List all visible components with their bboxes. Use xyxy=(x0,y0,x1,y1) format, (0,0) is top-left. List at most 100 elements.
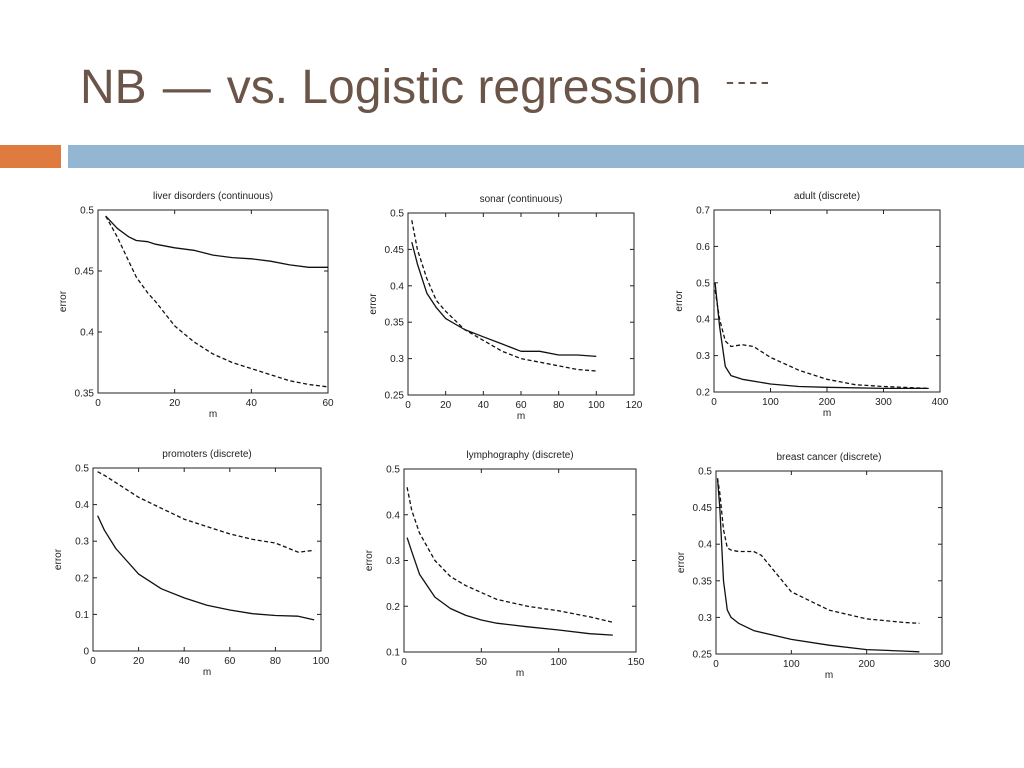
y-axis-label: error xyxy=(676,551,687,573)
series-line-dashed xyxy=(105,215,329,388)
y-tick-label: 0.25 xyxy=(693,650,713,661)
y-tick-label: 0.1 xyxy=(75,610,89,621)
x-axis-label: m xyxy=(825,670,833,681)
y-tick-label: 0.5 xyxy=(75,464,89,475)
y-tick-label: 0.4 xyxy=(390,281,404,292)
x-tick-label: 40 xyxy=(179,656,191,667)
x-axis-label: m xyxy=(209,409,217,420)
x-tick-label: 40 xyxy=(246,398,258,409)
y-tick-label: 0.3 xyxy=(696,351,710,362)
series-line-dashed xyxy=(406,487,613,623)
y-tick-label: 0.4 xyxy=(386,510,400,521)
plot-frame xyxy=(713,209,941,393)
series-line-dashed xyxy=(714,290,929,390)
y-axis-label: error xyxy=(368,293,379,315)
accent-bar-blue xyxy=(68,145,1024,168)
series-line-solid xyxy=(714,282,929,390)
y-tick-label: 0.35 xyxy=(693,576,713,587)
chart-svg: lymphography (discrete) 0 50 100 150 0.1 0.2 0.… xyxy=(364,450,645,679)
chart-title: promoters (discrete) xyxy=(162,449,251,460)
chart-title: lymphography (discrete) xyxy=(466,450,573,461)
x-axis-label: m xyxy=(517,411,525,422)
chart-breast-cancer: breast cancer (discrete) 0 100 200 300 0.25 0.… xyxy=(672,447,972,687)
x-tick-label: 300 xyxy=(934,659,951,670)
x-tick-label: 20 xyxy=(133,656,145,667)
x-tick-label: 400 xyxy=(932,397,949,408)
chart-title: breast cancer (discrete) xyxy=(776,452,881,463)
y-tick-label: 0.45 xyxy=(693,503,713,514)
x-tick-label: 100 xyxy=(313,656,330,667)
y-tick-label: 0.35 xyxy=(75,389,95,400)
y-tick-label: 0.45 xyxy=(385,245,405,256)
x-tick-label: 0 xyxy=(95,398,101,409)
y-axis-label: error xyxy=(674,290,685,312)
plot-frame xyxy=(92,467,322,652)
accent-bar-orange xyxy=(0,145,61,168)
y-tick-label: 0.4 xyxy=(80,328,94,339)
x-tick-label: 40 xyxy=(478,400,490,411)
x-tick-label: 50 xyxy=(476,657,488,668)
series-line-solid xyxy=(716,478,920,653)
x-axis-label: m xyxy=(823,408,831,419)
x-tick-label: 100 xyxy=(588,400,605,411)
chart-svg: breast cancer (discrete) 0 100 200 300 0.25 0.… xyxy=(676,452,951,681)
title-text: vs. Logistic regression xyxy=(226,60,702,114)
y-axis-label: error xyxy=(53,548,64,570)
chart-title: sonar (continuous) xyxy=(480,194,563,205)
y-axis-label: error xyxy=(364,549,375,571)
plot-frame xyxy=(715,470,943,655)
x-tick-label: 120 xyxy=(626,400,643,411)
x-tick-label: 0 xyxy=(713,659,719,670)
y-tick-label: 0.5 xyxy=(696,278,710,289)
chart-promoters: promoters (discrete) 0 20 40 60 80 100 0 0.1 0.2 0… xyxy=(44,442,344,682)
chart-title: adult (discrete) xyxy=(794,191,860,202)
x-tick-label: 100 xyxy=(550,657,567,668)
chart-svg: sonar (continuous) 0 20 40 60 80 100 120 0.25 0.3… xyxy=(368,194,643,422)
slide-title: NB — vs. Logistic regression ---- xyxy=(80,52,772,122)
y-tick-label: 0.2 xyxy=(696,388,710,399)
y-tick-label: 0.5 xyxy=(386,465,400,476)
chart-svg: liver disorders (continuous) 0 20 40 60 0.35 0… xyxy=(58,191,334,420)
y-tick-label: 0.4 xyxy=(696,315,710,326)
x-tick-label: 0 xyxy=(401,657,407,668)
x-tick-label: 0 xyxy=(90,656,96,667)
x-tick-label: 80 xyxy=(270,656,282,667)
series-line-dashed xyxy=(97,471,315,553)
y-tick-label: 0.35 xyxy=(385,318,405,329)
x-tick-label: 300 xyxy=(875,397,892,408)
chart-sonar: sonar (continuous) 0 20 40 60 80 100 120 0.25 0.3… xyxy=(360,186,660,426)
chart-svg: promoters (discrete) 0 20 40 60 80 100 0 0.1 0.2 0… xyxy=(53,449,330,678)
y-tick-label: 0.3 xyxy=(698,613,712,624)
series-line-solid xyxy=(105,215,328,268)
x-tick-label: 100 xyxy=(783,659,800,670)
x-tick-label: 20 xyxy=(440,400,452,411)
x-tick-label: 80 xyxy=(553,400,565,411)
y-tick-label: 0.3 xyxy=(386,556,400,567)
series-line-dashed xyxy=(716,478,920,624)
y-tick-label: 0.7 xyxy=(696,206,710,217)
y-tick-label: 0.4 xyxy=(75,500,89,511)
y-tick-label: 0.5 xyxy=(390,209,404,220)
title-nb: NB xyxy=(80,60,147,114)
x-axis-label: m xyxy=(203,667,211,678)
series-line-solid xyxy=(411,241,597,358)
y-tick-label: 0.4 xyxy=(698,540,712,551)
y-tick-label: 0.3 xyxy=(75,537,89,548)
y-tick-label: 0.25 xyxy=(385,391,405,402)
x-tick-label: 60 xyxy=(224,656,236,667)
chart-liver-disorders: liver disorders (continuous) 0 20 40 60 0.35 0… xyxy=(44,182,344,422)
title-solid-dash: — xyxy=(162,60,211,114)
x-tick-label: 200 xyxy=(819,397,836,408)
plot-frame xyxy=(97,209,329,394)
x-axis-label: m xyxy=(516,668,524,679)
y-tick-label: 0 xyxy=(83,647,89,658)
y-tick-label: 0.2 xyxy=(386,602,400,613)
y-axis-label: error xyxy=(58,290,69,312)
x-tick-label: 200 xyxy=(858,659,875,670)
series-line-solid xyxy=(406,537,613,636)
x-tick-label: 150 xyxy=(628,657,645,668)
x-tick-label: 60 xyxy=(322,398,334,409)
y-tick-label: 0.3 xyxy=(390,354,404,365)
y-tick-label: 0.1 xyxy=(386,648,400,659)
series-line-dashed xyxy=(411,220,597,372)
